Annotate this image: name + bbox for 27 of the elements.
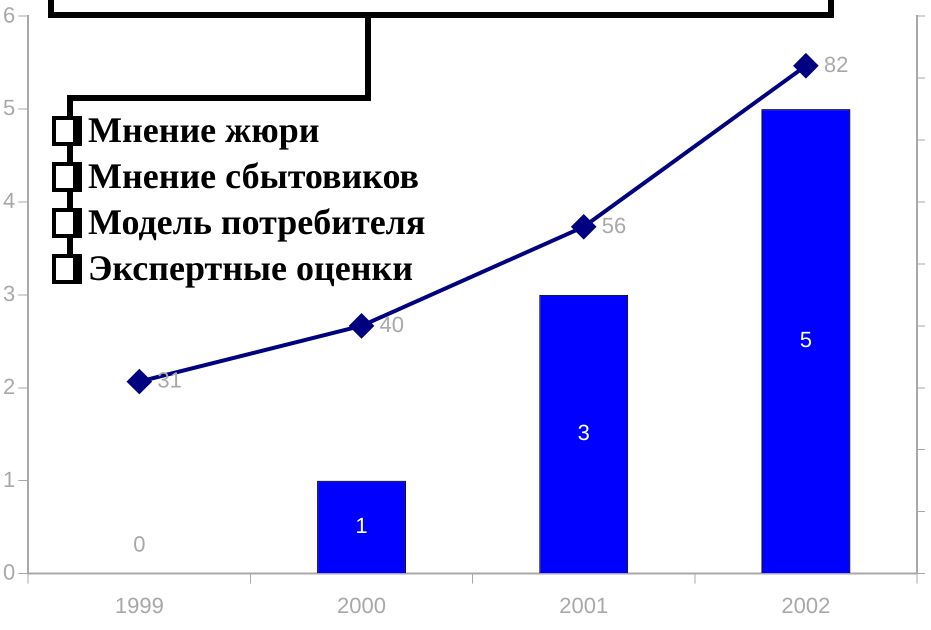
y-tick-label: 4 <box>2 188 16 214</box>
y-tick-label: 6 <box>2 2 16 28</box>
x-tick-label: 1999 <box>114 592 164 618</box>
y-tick-label: 5 <box>2 95 16 120</box>
data-label: 0 <box>133 532 146 557</box>
x-tick-label: 2002 <box>781 592 830 618</box>
annotation: Мнение сбытовиков <box>88 155 419 198</box>
x-tick-label: 2001 <box>559 592 608 618</box>
data-label: 1 <box>355 512 368 538</box>
x-tick-label: 2000 <box>337 592 386 618</box>
point <box>350 314 374 338</box>
annotation: Экспертные оценки <box>88 247 413 290</box>
point <box>572 214 596 239</box>
point <box>127 370 152 394</box>
data-label: 40 <box>380 312 404 337</box>
y-tick-label: 0 <box>2 560 16 585</box>
y-tick-label: 2 <box>2 374 16 399</box>
data-label: 5 <box>800 327 812 352</box>
data-label: 82 <box>824 52 848 77</box>
annotation: Мнение жюри <box>88 109 320 152</box>
y-tick-label: 3 <box>2 280 16 306</box>
data-label: 56 <box>602 212 626 238</box>
point <box>794 54 818 78</box>
data-label: 31 <box>157 368 182 393</box>
data-label: 3 <box>578 420 590 446</box>
y-tick-label: 1 <box>2 466 16 492</box>
annotation: Модель потребителя <box>88 201 426 244</box>
